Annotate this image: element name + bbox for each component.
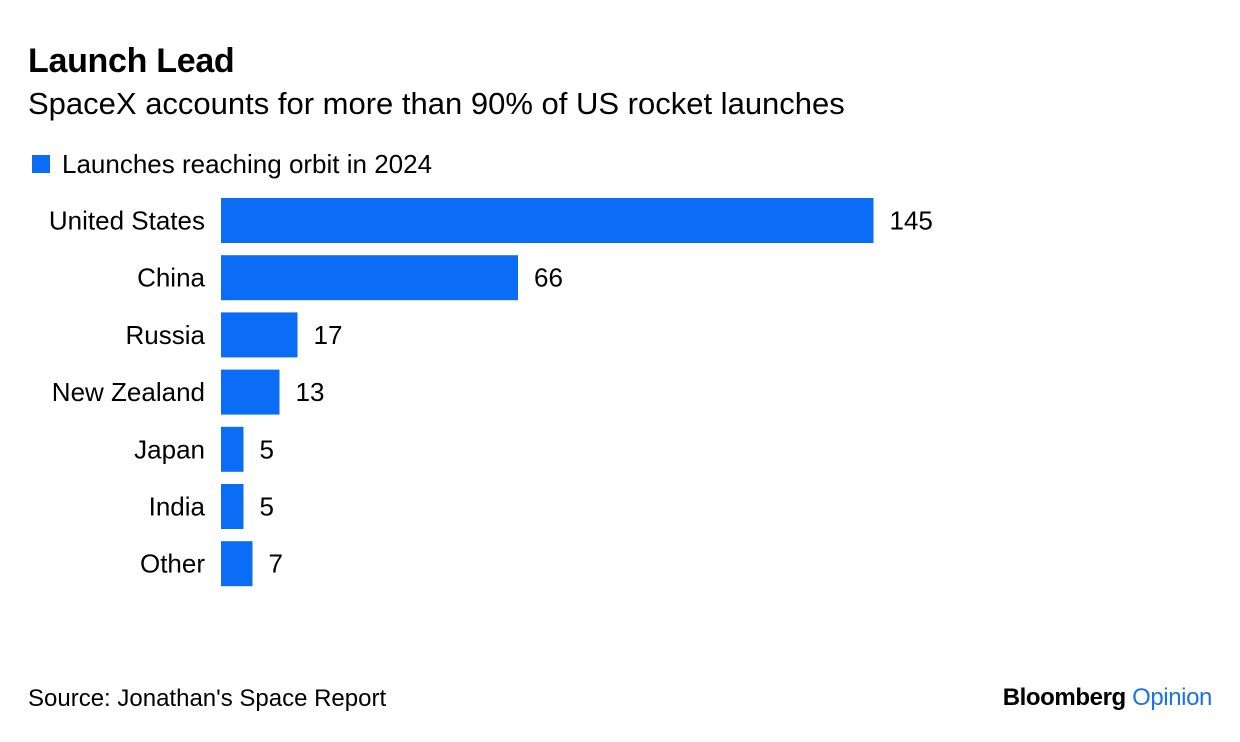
category-label: New Zealand [52, 377, 205, 407]
brand-name: Bloomberg [1002, 684, 1126, 711]
bar-chart: United States 145 China 66 Russia 17 New Zeala… [49, 198, 933, 587]
legend-swatch [32, 155, 50, 173]
value-label: 66 [534, 263, 563, 293]
source-note: Source: Jonathan's Space Report [28, 685, 387, 712]
category-label: Japan [134, 434, 205, 464]
value-label: 17 [314, 320, 343, 350]
bar [221, 312, 298, 358]
value-label: 5 [260, 492, 274, 522]
category-label: United States [49, 206, 205, 236]
bar [221, 426, 244, 472]
bar [221, 484, 244, 529]
value-label: 7 [269, 549, 283, 579]
legend: Launches reaching orbit in 2024 [32, 146, 432, 182]
category-label: China [137, 263, 205, 293]
bar [221, 198, 874, 243]
chart-title: Launch Lead [28, 42, 235, 80]
bar [221, 255, 518, 301]
value-label: 145 [890, 206, 933, 236]
brand-sub: Opinion [1132, 684, 1212, 711]
brand-logo: Bloomberg Opinion [1002, 681, 1213, 715]
legend-label: Launches reaching orbit in 2024 [62, 148, 433, 179]
category-label: Other [140, 549, 205, 579]
bar [221, 541, 253, 587]
chart-subtitle: SpaceX accounts for more than 90% of US … [28, 86, 845, 121]
bar [221, 369, 280, 415]
category-label: Russia [126, 320, 206, 350]
value-label: 5 [260, 434, 274, 464]
category-label: India [149, 492, 206, 522]
value-label: 13 [296, 377, 325, 407]
